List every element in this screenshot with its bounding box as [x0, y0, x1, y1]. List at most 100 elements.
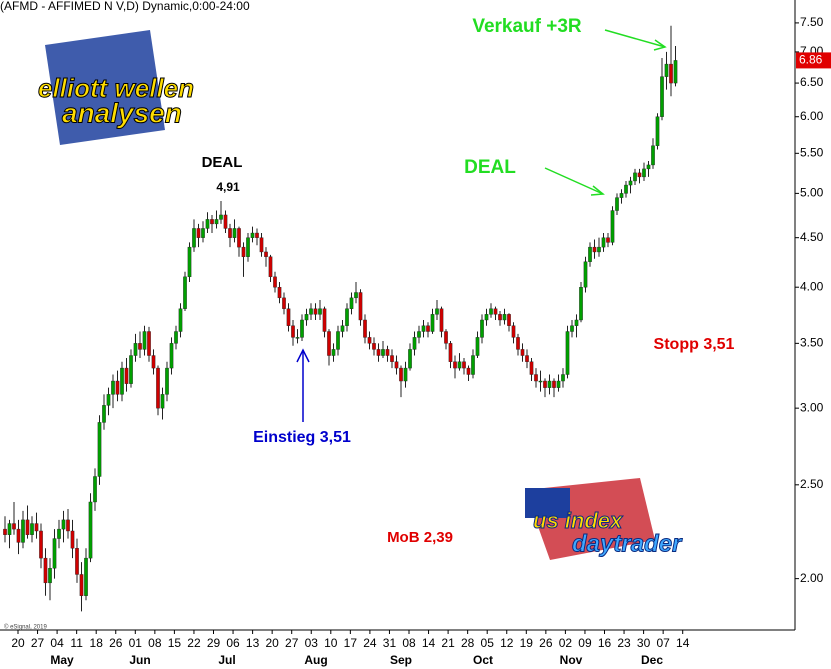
x-tick-label: 01 [129, 636, 143, 650]
logo-text: analysen [62, 97, 182, 128]
candle-body [601, 237, 606, 248]
candle-body [673, 60, 678, 84]
logo-us-index [525, 478, 655, 560]
candle-body [556, 380, 561, 388]
entry-arrow [296, 348, 310, 422]
y-tick-label: 4.00 [800, 279, 824, 293]
y-tick-label: 3.50 [800, 336, 824, 350]
candle-body [534, 374, 538, 382]
candle-body [354, 292, 358, 299]
arrows [544, 29, 667, 196]
candle-body [543, 380, 547, 388]
candle-body [79, 574, 84, 596]
candle-body [142, 331, 147, 350]
x-tick-label: 09 [578, 636, 592, 650]
candle-body [493, 308, 498, 315]
month-label: Dec [641, 653, 663, 667]
candle-body [25, 519, 30, 535]
x-tick-label: 24 [363, 636, 377, 650]
candle-body [642, 168, 646, 178]
annotation: 4,91 [216, 180, 240, 194]
candle-body [304, 314, 309, 321]
candle-body [660, 76, 664, 117]
candle-body [390, 355, 394, 362]
candle-body [399, 367, 403, 382]
candle-body [97, 422, 102, 477]
y-tick-label: 7.50 [800, 15, 824, 29]
candle-body [318, 308, 322, 315]
candle-body [372, 343, 376, 350]
candle-body [435, 308, 439, 315]
candle-body [471, 355, 475, 375]
candle-body [516, 337, 520, 350]
candle-body [655, 116, 660, 146]
candle-body [214, 219, 219, 225]
month-label: May [50, 653, 74, 667]
candle-body [412, 337, 417, 350]
candle-body [381, 349, 385, 356]
candle-body [57, 528, 61, 539]
candle-body [75, 548, 79, 575]
candle-body [286, 308, 291, 326]
candle-body [70, 530, 75, 549]
candle-body [250, 232, 255, 238]
candle-body [610, 210, 615, 243]
candle-body [367, 337, 372, 344]
candle-body [241, 246, 246, 257]
candle-body [421, 325, 426, 332]
candle-body [39, 530, 43, 559]
candle-body [511, 325, 516, 338]
candle-body [205, 219, 210, 229]
candle-body [313, 308, 318, 315]
candle-body [93, 476, 97, 503]
candle-body [219, 214, 223, 220]
candle-body [7, 523, 12, 535]
candle-body [30, 523, 34, 535]
x-tick-label: 14 [676, 636, 690, 650]
candle-body [291, 325, 295, 338]
x-tick-label: 27 [31, 636, 45, 650]
annotation: Verkauf +3R [472, 16, 582, 37]
candle-body [169, 343, 174, 369]
candle-body [295, 337, 300, 339]
candle-body [327, 331, 331, 356]
x-tick-label: 08 [402, 636, 416, 650]
x-tick-label: 23 [617, 636, 631, 650]
y-tick-label: 2.50 [800, 477, 824, 491]
y-tick-label: 5.50 [800, 145, 824, 159]
x-tick-label: 08 [148, 636, 162, 650]
candle-body [592, 246, 597, 253]
candle-body [561, 374, 565, 382]
month-label: Nov [560, 653, 583, 667]
candle-body [133, 343, 138, 356]
logo-text: daytrader [572, 530, 683, 557]
candle-body [574, 319, 579, 326]
candle-body [165, 367, 169, 395]
candle-body [619, 193, 624, 198]
candle-body [502, 314, 507, 321]
candle-body [196, 228, 201, 238]
x-tick-label: 13 [246, 636, 260, 650]
x-tick-label: 17 [344, 636, 358, 650]
candle-body [246, 237, 250, 257]
candle-body [385, 349, 390, 356]
candle-body [606, 237, 610, 243]
logo-elliott [45, 30, 165, 145]
candle-body [201, 228, 205, 238]
month-label: Jun [129, 653, 150, 667]
candle-body [300, 319, 304, 338]
candle-body [151, 355, 156, 369]
annotation: MoB 2,39 [387, 529, 453, 546]
x-tick-label: 02 [559, 636, 573, 650]
candle-body [268, 256, 273, 278]
candle-body [417, 331, 421, 338]
annotation: DEAL [202, 154, 243, 171]
candle-body [12, 523, 16, 530]
candle-body [129, 355, 133, 384]
candle-body [264, 251, 268, 257]
candle-body [322, 308, 327, 332]
candle-body [453, 361, 457, 369]
x-tick-label: 03 [305, 636, 319, 650]
candle-body [178, 308, 183, 332]
candle-body [664, 63, 669, 77]
